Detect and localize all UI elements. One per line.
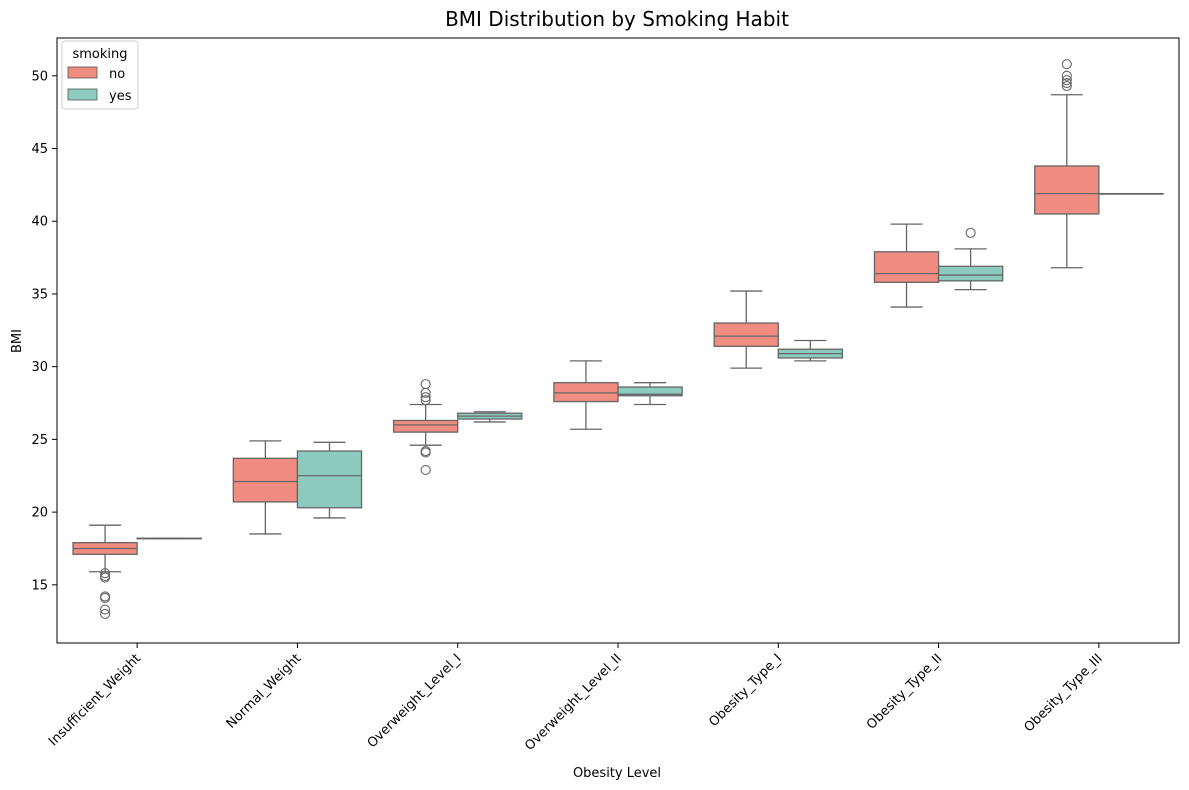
chart-title: BMI Distribution by Smoking Habit: [445, 7, 789, 31]
x-tick-label: Overweight_Level_II: [522, 651, 625, 754]
outlier-point: [965, 227, 976, 238]
outlier-point: [420, 395, 431, 406]
y-tick-label: 45: [31, 142, 48, 157]
outlier-point: [420, 447, 431, 458]
y-tick-label: 25: [31, 433, 48, 448]
y-tick-label: 15: [31, 578, 48, 593]
legend: smoking no yes: [61, 40, 139, 110]
y-axis-label: BMI: [10, 329, 25, 353]
outlier-point: [100, 568, 111, 579]
x-tick-label: Obesity_Type_III: [1022, 651, 1106, 735]
x-axis-label: Obesity Level: [573, 766, 661, 781]
box-no-Normal_Weight: [232, 457, 299, 503]
outlier-point: [1061, 75, 1072, 86]
legend-title: smoking: [72, 47, 127, 62]
y-tick-label: 50: [31, 69, 48, 84]
y-tick-label: 35: [31, 287, 48, 302]
axes-frame: [56, 37, 1180, 644]
x-tick-label: Obesity_Type_I: [706, 651, 785, 730]
outlier-point: [420, 392, 431, 403]
box-no-Overweight_Level_II: [553, 382, 619, 403]
box-no-Obesity_Type_I: [713, 322, 779, 347]
outlier-point: [100, 608, 111, 619]
x-tick-label: Overweight_Level_I: [365, 651, 465, 751]
legend-swatch-yes: [67, 88, 98, 101]
x-tick-label: Normal_Weight: [224, 651, 304, 731]
x-tick-label: Insufficient_Weight: [46, 651, 144, 749]
legend-label-no: no: [109, 67, 125, 82]
y-tick-label: 20: [31, 506, 48, 521]
y-tick-label: 30: [31, 360, 48, 375]
outlier-point: [1061, 59, 1072, 70]
outlier-point: [100, 572, 111, 583]
plot-area: 15 20 25 30 35 40 45 50 Insufficient_Weight Norma…: [31, 37, 1180, 754]
box-no-Overweight_Level_I: [392, 419, 459, 433]
outlier-point: [1061, 78, 1072, 89]
box-no-Obesity_Type_II: [873, 251, 940, 283]
box-yes-Obesity_Type_II: [937, 265, 1004, 282]
x-tick-label: Obesity_Type_II: [864, 651, 945, 732]
outlier-point: [420, 379, 431, 390]
box-yes-Normal_Weight: [296, 450, 363, 509]
box-yes-Overweight_Level_II: [617, 386, 683, 397]
box-no-Obesity_Type_III: [1034, 165, 1100, 215]
outlier-point: [420, 464, 431, 475]
y-tick-label: 40: [31, 215, 48, 230]
legend-swatch-no: [67, 66, 98, 79]
legend-label-yes: yes: [109, 89, 132, 104]
outlier-point: [1061, 80, 1072, 92]
outlier-point: [1061, 70, 1072, 81]
outlier-point: [100, 604, 111, 615]
outlier-point: [100, 592, 111, 603]
